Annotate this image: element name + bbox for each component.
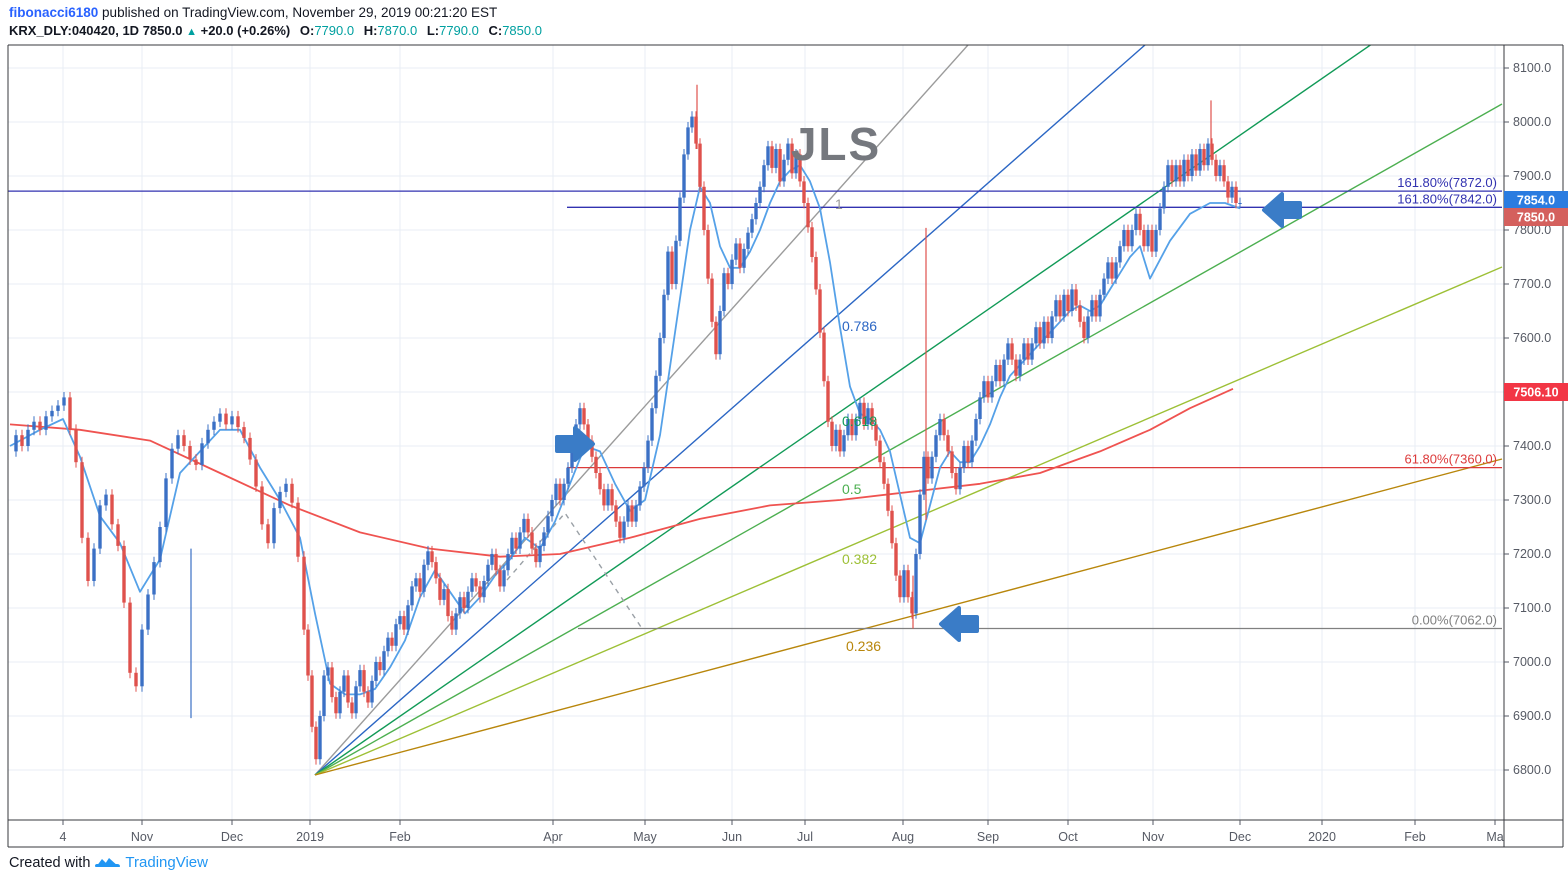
time-tick-label: Jul bbox=[797, 830, 813, 844]
change-value: +20.0 (+0.26%) bbox=[200, 23, 291, 38]
price-badge-label: 7850.0 bbox=[1517, 211, 1555, 225]
candlesticks bbox=[14, 84, 1242, 765]
price-tick-label: 8000.0 bbox=[1513, 115, 1551, 129]
time-tick-label: Feb bbox=[389, 830, 411, 844]
symbol-watermark: JLS bbox=[791, 118, 881, 170]
left-arrow-icon[interactable] bbox=[939, 606, 979, 642]
level-label: 61.80%(7360.0) bbox=[1404, 452, 1497, 467]
open-value: 7790.0 bbox=[314, 23, 355, 38]
high-label: H: bbox=[363, 23, 378, 38]
fan-level-labels: 1 0.786 0.618 0.5 0.382 0.236 bbox=[835, 196, 881, 654]
time-tick-label: Nov bbox=[131, 830, 154, 844]
publish-line: fibonacci6180 published on TradingView.c… bbox=[9, 4, 542, 21]
low-value: 7790.0 bbox=[439, 23, 479, 38]
created-with-text: Created with bbox=[9, 854, 91, 871]
low-label: L: bbox=[426, 23, 440, 38]
price-badge-label: 7506.10 bbox=[1513, 386, 1558, 400]
fan-label-0.236: 0.236 bbox=[846, 638, 881, 654]
fan-label-0.5: 0.5 bbox=[842, 481, 862, 497]
close-label: C: bbox=[488, 23, 503, 38]
price-tick-label: 7600.0 bbox=[1513, 331, 1551, 345]
time-tick-label: Ma bbox=[1486, 830, 1503, 844]
time-tick-label: 4 bbox=[60, 830, 67, 844]
level-line-labels: 161.80%(7872.0)161.80%(7842.0) 61.80%(736… bbox=[1397, 175, 1497, 627]
price-tick-label: 7400.0 bbox=[1513, 439, 1551, 453]
time-tick-label: Oct bbox=[1058, 830, 1078, 844]
tradingview-link[interactable]: TradingView bbox=[125, 854, 208, 871]
time-tick-label: Dec bbox=[221, 830, 243, 844]
publisher-link[interactable]: fibonacci6180 bbox=[9, 5, 99, 20]
price-badges: 7854.0 7850.0 7506.10 bbox=[1504, 191, 1568, 401]
fibonacci-level-lines[interactable] bbox=[8, 190, 1502, 630]
time-tick-label: Apr bbox=[543, 830, 562, 844]
time-axis[interactable]: 4 Nov Dec 2019 Feb Apr May Jun Jul Aug Sep Oct Nov De… bbox=[60, 820, 1504, 844]
tradingview-logo-icon bbox=[95, 857, 121, 867]
open-label: O: bbox=[299, 23, 315, 38]
time-tick-label: Sep bbox=[977, 830, 999, 844]
annotation-arrows[interactable] bbox=[555, 192, 1302, 642]
last-price: 7850.0 bbox=[142, 23, 183, 38]
price-tick-label: 6900.0 bbox=[1513, 709, 1551, 723]
change-up-icon: ▲ bbox=[186, 26, 197, 38]
price-tick-label: 6800.0 bbox=[1513, 763, 1551, 777]
chart-header: fibonacci6180 published on TradingView.c… bbox=[9, 4, 542, 41]
time-tick-label: Nov bbox=[1142, 830, 1165, 844]
fan-label-0.618: 0.618 bbox=[842, 413, 877, 429]
fan-label-0.786: 0.786 bbox=[842, 318, 877, 334]
price-tick-label: 7700.0 bbox=[1513, 277, 1551, 291]
price-axis[interactable]: 8100.08000.07900.07800.07700.07600.07500… bbox=[1504, 61, 1551, 777]
time-tick-label: 2020 bbox=[1308, 830, 1336, 844]
time-tick-label: Feb bbox=[1404, 830, 1426, 844]
fan-label-1: 1 bbox=[835, 196, 843, 212]
close-value: 7850.0 bbox=[502, 23, 542, 38]
moving-averages bbox=[9, 164, 1241, 696]
price-badge-label: 7854.0 bbox=[1517, 194, 1555, 208]
price-tick-label: 8100.0 bbox=[1513, 61, 1551, 75]
left-arrow-icon[interactable] bbox=[1262, 192, 1302, 228]
chart-borders bbox=[7, 44, 1564, 848]
price-tick-label: 7000.0 bbox=[1513, 655, 1551, 669]
price-tick-label: 7900.0 bbox=[1513, 169, 1551, 183]
time-tick-label: Dec bbox=[1229, 830, 1251, 844]
fibonacci-fan-lines[interactable] bbox=[314, 0, 1503, 776]
symbol-name[interactable]: KRX_DLY:040420, 1D bbox=[9, 23, 140, 38]
time-tick-label: May bbox=[633, 830, 657, 844]
price-tick-label: 7300.0 bbox=[1513, 493, 1551, 507]
level-label: 161.80%(7872.0) bbox=[1397, 175, 1497, 190]
price-tick-label: 7800.0 bbox=[1513, 223, 1551, 237]
price-tick-label: 7100.0 bbox=[1513, 601, 1551, 615]
footer: Created with TradingView bbox=[9, 854, 208, 871]
grid-lines bbox=[8, 45, 1504, 820]
symbol-line: KRX_DLY:040420, 1D 7850.0 ▲ +20.0 (+0.26… bbox=[9, 22, 542, 41]
high-value: 7870.0 bbox=[377, 23, 418, 38]
level-label: 161.80%(7842.0) bbox=[1397, 191, 1497, 206]
publish-info: published on TradingView.com, November 2… bbox=[98, 5, 498, 20]
level-label: 0.00%(7062.0) bbox=[1412, 613, 1497, 628]
time-tick-label: Jun bbox=[722, 830, 742, 844]
watermark-text: JLS bbox=[791, 118, 881, 170]
fan-label-0.382: 0.382 bbox=[842, 551, 877, 567]
time-tick-label: 2019 bbox=[296, 830, 324, 844]
time-tick-label: Aug bbox=[892, 830, 914, 844]
price-tick-label: 7200.0 bbox=[1513, 547, 1551, 561]
dashed-trend-segment[interactable] bbox=[506, 511, 644, 631]
right-arrow-icon[interactable] bbox=[555, 426, 595, 462]
